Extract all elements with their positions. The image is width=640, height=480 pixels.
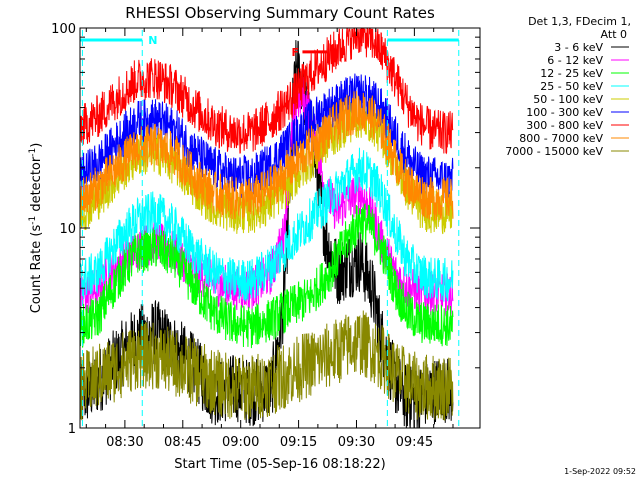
y-axis-label-sup1: -1: [28, 216, 38, 225]
legend-entry-label: 50 - 100 keV: [533, 93, 603, 106]
night-segment-label: N: [148, 34, 157, 47]
generated-timestamp: 1-Sep-2022 09:52: [564, 467, 636, 476]
y-axis-label: Count Rate (s-1 detector-1): [28, 143, 44, 314]
legend-header-line2: Att 0: [601, 28, 627, 41]
legend-entry-label: 7000 - 15000 keV: [505, 145, 603, 158]
y-axis-label-sup2: -1: [28, 148, 38, 157]
y-tick-label: 10: [59, 222, 76, 237]
legend-entry-label: 3 - 6 keV: [554, 41, 603, 54]
y-tick-label: 1: [68, 422, 76, 437]
y-axis-label-main: Count Rate (s: [29, 225, 44, 314]
y-tick-label: 100: [51, 22, 76, 37]
data-series-group: [80, 28, 454, 429]
y-axis-label-close: ): [29, 143, 44, 148]
flare-segment-label: F: [291, 46, 299, 59]
annotations-group: NF: [80, 30, 460, 428]
legend-entry-label: 25 - 50 keV: [540, 80, 603, 93]
x-tick-label: 09:30: [338, 435, 375, 450]
x-axis-label: Start Time (05-Sep-16 08:18:22): [174, 457, 385, 472]
chart-title: RHESSI Observing Summary Count Rates: [125, 4, 435, 22]
legend-entry-label: 12 - 25 keV: [540, 67, 603, 80]
legend-entry-label: 100 - 300 keV: [526, 106, 603, 119]
legend-entry-label: 300 - 800 keV: [526, 119, 603, 132]
series-line-300-800-kev: [80, 28, 454, 155]
legend-header-line1: Det 1,3, FDecim 1,: [528, 15, 631, 28]
x-tick-label: 09:00: [222, 435, 259, 450]
legend-entry-label: 6 - 12 keV: [547, 54, 603, 67]
x-tick-label: 08:30: [106, 435, 143, 450]
x-tick-label: 09:15: [280, 435, 317, 450]
legend-entry-label: 800 - 7000 keV: [519, 132, 603, 145]
x-tick-label: 08:45: [164, 435, 201, 450]
x-tick-label: 09:45: [396, 435, 433, 450]
axes-group: 08:30 08:45 09:00 09:15 09:30 09:45 1 10 100: [51, 22, 480, 450]
y-axis-label-detector: detector: [29, 156, 44, 216]
